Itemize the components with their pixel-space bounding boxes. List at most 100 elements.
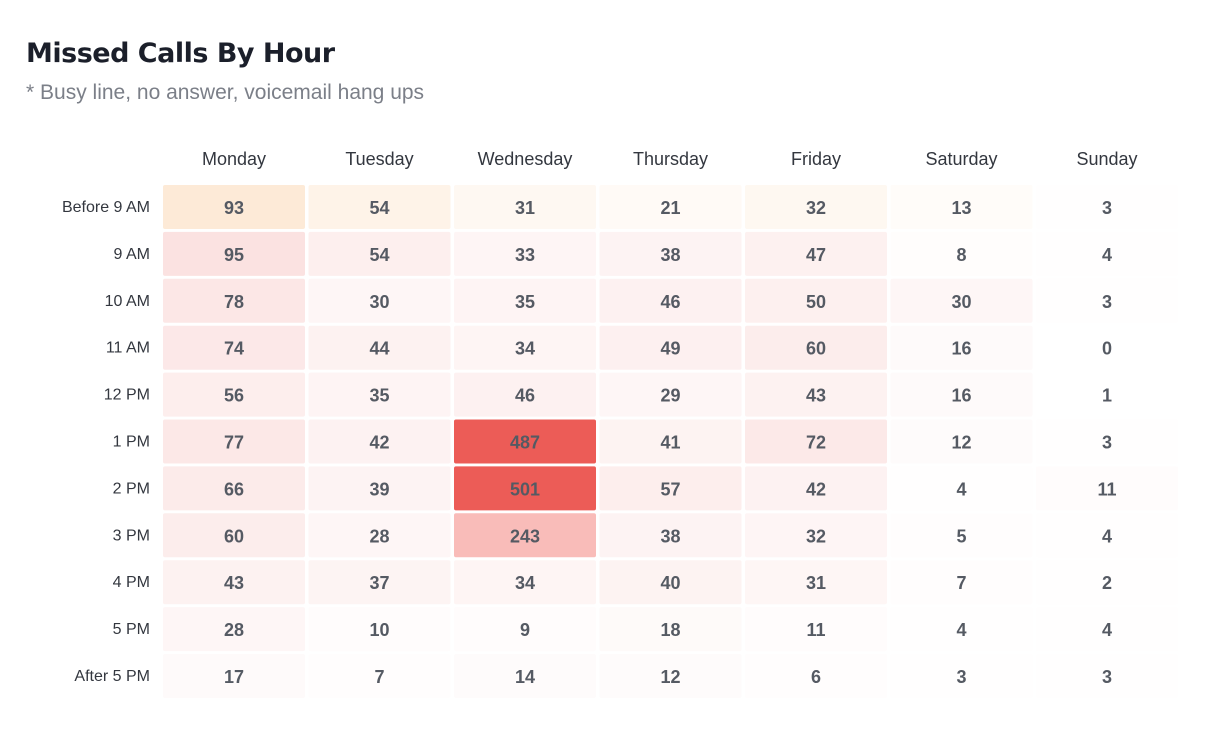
heatmap-cell bbox=[599, 513, 742, 558]
heatmap-cell bbox=[890, 278, 1033, 323]
heatmap-cell bbox=[599, 560, 742, 605]
heatmap-cell bbox=[163, 607, 305, 652]
heatmap-cell bbox=[890, 654, 1033, 698]
heatmap-cell bbox=[890, 607, 1033, 652]
heatmap-cell bbox=[308, 185, 451, 229]
heatmap-cell bbox=[890, 325, 1033, 370]
row-label: 11 AM bbox=[106, 340, 150, 357]
heatmap-cell bbox=[454, 185, 596, 229]
heatmap-cell-value: 28 bbox=[369, 526, 389, 546]
heatmap-cell bbox=[308, 654, 451, 698]
column-label-saturday: Saturday bbox=[925, 149, 997, 169]
heatmap-cell bbox=[454, 372, 596, 417]
heatmap-cell-value: 35 bbox=[515, 292, 535, 312]
heatmap-cell-value: 30 bbox=[369, 292, 389, 312]
heatmap-cell bbox=[308, 513, 451, 558]
heatmap-cell-value: 77 bbox=[224, 433, 244, 453]
row-label: 1 PM bbox=[113, 434, 150, 451]
heatmap-cell-value: 72 bbox=[806, 433, 826, 453]
heatmap-cell bbox=[890, 513, 1033, 558]
heatmap-cell-value: 40 bbox=[660, 573, 680, 593]
heatmap-cell-value: 243 bbox=[510, 526, 540, 546]
heatmap-cell bbox=[163, 372, 305, 417]
heatmap-cell-value: 30 bbox=[951, 292, 971, 312]
heatmap-cell-value: 60 bbox=[806, 339, 826, 359]
heatmap-cell-value: 31 bbox=[806, 573, 826, 593]
heatmap-cell bbox=[308, 419, 451, 464]
heatmap-cell bbox=[599, 278, 742, 323]
heatmap-cell-value: 41 bbox=[660, 433, 680, 453]
heatmap-cell bbox=[890, 372, 1033, 417]
heatmap-cell-value: 32 bbox=[806, 198, 826, 218]
heatmap-cell-value: 7 bbox=[956, 573, 966, 593]
heatmap-cell-value: 487 bbox=[510, 433, 540, 453]
row-label: After 5 PM bbox=[74, 668, 150, 685]
heatmap-cell bbox=[163, 185, 305, 229]
heatmap-cell bbox=[599, 372, 742, 417]
heatmap-cell-value: 47 bbox=[806, 245, 826, 265]
heatmap-cell-value: 6 bbox=[811, 667, 821, 687]
heatmap-cell bbox=[890, 466, 1033, 511]
heatmap-cell-value: 10 bbox=[369, 620, 389, 640]
heatmap-cell-value: 33 bbox=[515, 245, 535, 265]
column-label-thursday: Thursday bbox=[633, 149, 708, 169]
heatmap-cell bbox=[1036, 325, 1178, 370]
heatmap-cell bbox=[163, 325, 305, 370]
heatmap-cell bbox=[599, 185, 742, 229]
heatmap-cell-value: 35 bbox=[369, 386, 389, 406]
column-label-monday: Monday bbox=[202, 149, 266, 169]
heatmap-cell-value: 4 bbox=[956, 620, 966, 640]
heatmap-cell bbox=[890, 231, 1033, 276]
heatmap-cell bbox=[454, 419, 596, 464]
heatmap-cell-value: 46 bbox=[515, 386, 535, 406]
heatmap-cell-value: 66 bbox=[224, 479, 244, 499]
heatmap-cell bbox=[163, 466, 305, 511]
heatmap-cell bbox=[745, 325, 887, 370]
heatmap-cell-value: 34 bbox=[515, 339, 535, 359]
heatmap-cell-value: 3 bbox=[1102, 198, 1112, 218]
heatmap-cell-value: 3 bbox=[1102, 292, 1112, 312]
heatmap-cell-value: 18 bbox=[660, 620, 680, 640]
heatmap-cell bbox=[163, 231, 305, 276]
heatmap-cell bbox=[308, 372, 451, 417]
heatmap-cell bbox=[890, 419, 1033, 464]
heatmap-cell-value: 46 bbox=[660, 292, 680, 312]
heatmap-cell-value: 11 bbox=[1097, 479, 1116, 499]
heatmap-cell bbox=[599, 419, 742, 464]
heatmap-cell-value: 38 bbox=[660, 245, 680, 265]
heatmap-cell-value: 93 bbox=[224, 198, 244, 218]
heatmap-cell-value: 4 bbox=[956, 479, 966, 499]
heatmap-cell-value: 17 bbox=[224, 667, 244, 687]
heatmap-cell bbox=[308, 466, 451, 511]
heatmap-cell-value: 29 bbox=[660, 386, 680, 406]
heatmap-cell-value: 43 bbox=[806, 386, 826, 406]
heatmap-cell bbox=[745, 466, 887, 511]
heatmap-cell-value: 1 bbox=[1102, 386, 1112, 406]
heatmap-cell-value: 4 bbox=[1102, 620, 1112, 640]
heatmap-cell-value: 16 bbox=[951, 339, 971, 359]
heatmap-cell bbox=[1036, 278, 1178, 323]
heatmap-cell bbox=[454, 654, 596, 698]
heatmap-cell bbox=[745, 560, 887, 605]
heatmap-cell bbox=[163, 560, 305, 605]
heatmap-cell bbox=[1036, 231, 1178, 276]
heatmap-cell bbox=[1036, 513, 1178, 558]
heatmap-cell bbox=[1036, 185, 1178, 229]
heatmap-cell bbox=[745, 372, 887, 417]
heatmap-cell-value: 44 bbox=[369, 339, 389, 359]
heatmap-cell-value: 4 bbox=[1102, 245, 1112, 265]
heatmap-cell-value: 0 bbox=[1102, 339, 1112, 359]
heatmap-cell bbox=[454, 278, 596, 323]
heatmap-cell-value: 2 bbox=[1102, 573, 1112, 593]
heatmap-cell-value: 38 bbox=[660, 526, 680, 546]
heatmap-cell bbox=[745, 231, 887, 276]
heatmap-cell bbox=[1036, 372, 1178, 417]
heatmap-cell bbox=[163, 278, 305, 323]
heatmap-cell bbox=[454, 231, 596, 276]
heatmap-cell-value: 16 bbox=[951, 386, 971, 406]
heatmap-cell bbox=[745, 185, 887, 229]
row-label: 4 PM bbox=[113, 574, 150, 591]
heatmap-cell-value: 95 bbox=[224, 245, 244, 265]
heatmap-cell bbox=[599, 654, 742, 698]
